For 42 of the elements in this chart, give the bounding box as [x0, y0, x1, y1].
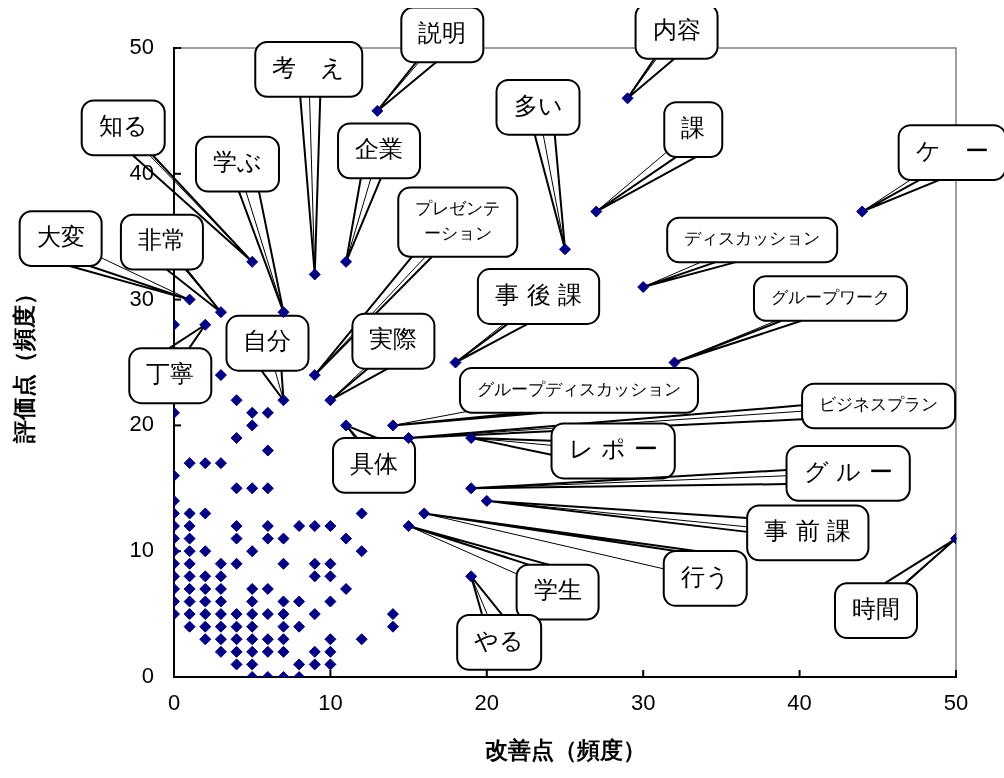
- annotation: 非常: [137, 226, 186, 255]
- annotation: 内容: [652, 15, 701, 44]
- annotation: 事 前 課: [764, 517, 852, 546]
- annotation: 具体: [350, 449, 399, 478]
- annotation: やる: [474, 626, 525, 655]
- annotation: ディスカッション: [684, 228, 821, 249]
- annotation: 丁寧: [146, 359, 195, 388]
- annotation: 学ぶ: [212, 148, 262, 177]
- annotation: グループワーク: [770, 286, 890, 307]
- annotation: 考 え: [272, 53, 346, 82]
- annotation: ケ ー: [915, 136, 989, 165]
- annotation: グ ル ー: [803, 457, 893, 486]
- annotation: 自分: [243, 327, 292, 356]
- x-axis-title: 改善点（頻度）: [484, 737, 646, 764]
- annotation: 事 後 課: [494, 280, 583, 309]
- y-tick-label: 50: [129, 34, 154, 60]
- annotation: 説明: [418, 19, 467, 48]
- x-tick-label: 50: [943, 690, 969, 716]
- annotation: 多い: [513, 91, 563, 120]
- annotation: 行う: [680, 562, 730, 591]
- y-axis-title: 評価点（頻度）: [10, 282, 37, 444]
- annotation: ビジネスプラン: [819, 394, 939, 415]
- x-tick-label: 20: [474, 690, 500, 716]
- annotation: 大変: [36, 222, 85, 251]
- x-tick-label: 0: [167, 690, 181, 716]
- annotation: 知る: [98, 112, 148, 141]
- x-tick-label: 30: [630, 690, 656, 716]
- annotation: プレゼンテーション: [415, 198, 501, 243]
- x-tick-label: 10: [318, 690, 343, 716]
- y-tick-label: 0: [141, 663, 154, 689]
- annotation: レ ポ ー: [568, 435, 658, 464]
- annotation: グループディスカッション: [476, 378, 681, 399]
- y-tick-label: 40: [129, 159, 154, 185]
- y-tick-label: 30: [129, 285, 154, 311]
- annotation: 学生: [533, 576, 582, 605]
- y-tick-label: 10: [129, 537, 154, 563]
- x-tick-label: 40: [787, 690, 812, 716]
- annotation: 課: [681, 113, 706, 142]
- annotation: 時間: [852, 594, 900, 623]
- y-tick-label: 20: [129, 411, 154, 437]
- annotation: 実際: [369, 325, 418, 354]
- annotation: 企業: [355, 135, 404, 164]
